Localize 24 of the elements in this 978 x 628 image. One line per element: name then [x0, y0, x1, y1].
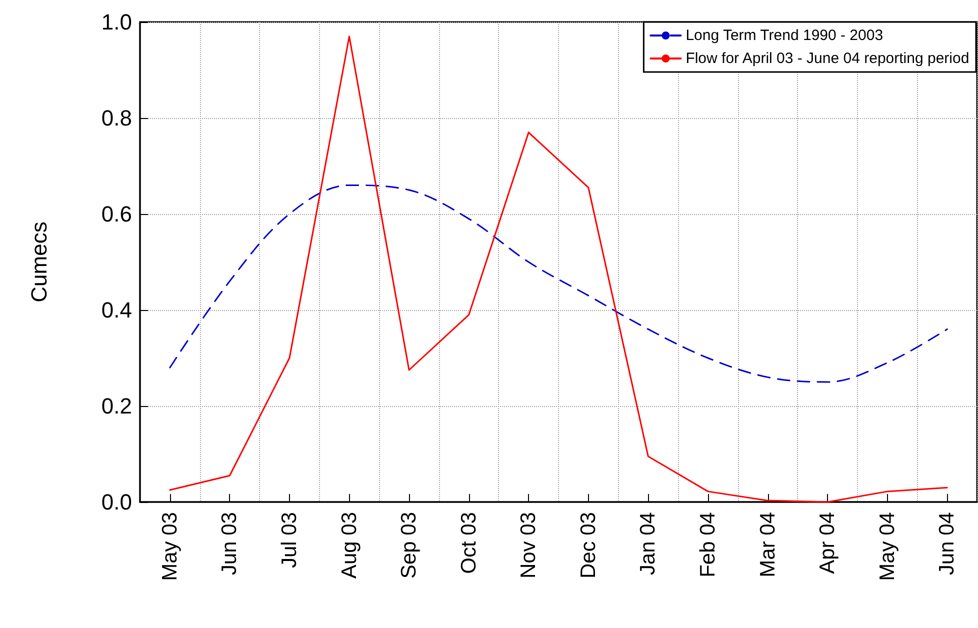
line-series	[169, 184, 948, 383]
x-tick-label: Oct 03	[457, 512, 480, 574]
x-tick-label: Jun 04	[936, 512, 959, 576]
x-tick-label: Feb 04	[696, 512, 720, 578]
legend-label: Long Term Trend 1990 - 2003	[686, 27, 884, 44]
y-tick-label: 0.0	[101, 490, 132, 514]
x-tick-label: Mar 04	[756, 512, 780, 578]
x-tick-label: Jun 03	[218, 512, 242, 576]
y-tick-label: 0.4	[101, 298, 132, 322]
y-tick-label: 0.8	[101, 106, 132, 130]
x-tick-label: Nov 03	[517, 512, 540, 579]
y-tick-label: 1.0	[101, 10, 132, 34]
legend-label: Flow for April 03 - June 04 reporting period	[686, 50, 970, 67]
x-tick-label: Jul 03	[278, 512, 301, 568]
x-tick-label: May 03	[158, 512, 182, 581]
x-tick-label: Apr 04	[816, 512, 840, 574]
x-tick-label: May 04	[876, 512, 899, 581]
y-axis-title: Cumecs	[26, 222, 52, 302]
x-tick-label: Aug 03	[338, 512, 361, 579]
x-tick-label: Dec 03	[576, 512, 600, 579]
x-tick-label: Jan 04	[636, 512, 660, 576]
x-tick-label: Sep 03	[398, 512, 421, 579]
y-tick-label: 0.6	[101, 202, 132, 226]
y-tick-label: 0.2	[101, 394, 132, 418]
